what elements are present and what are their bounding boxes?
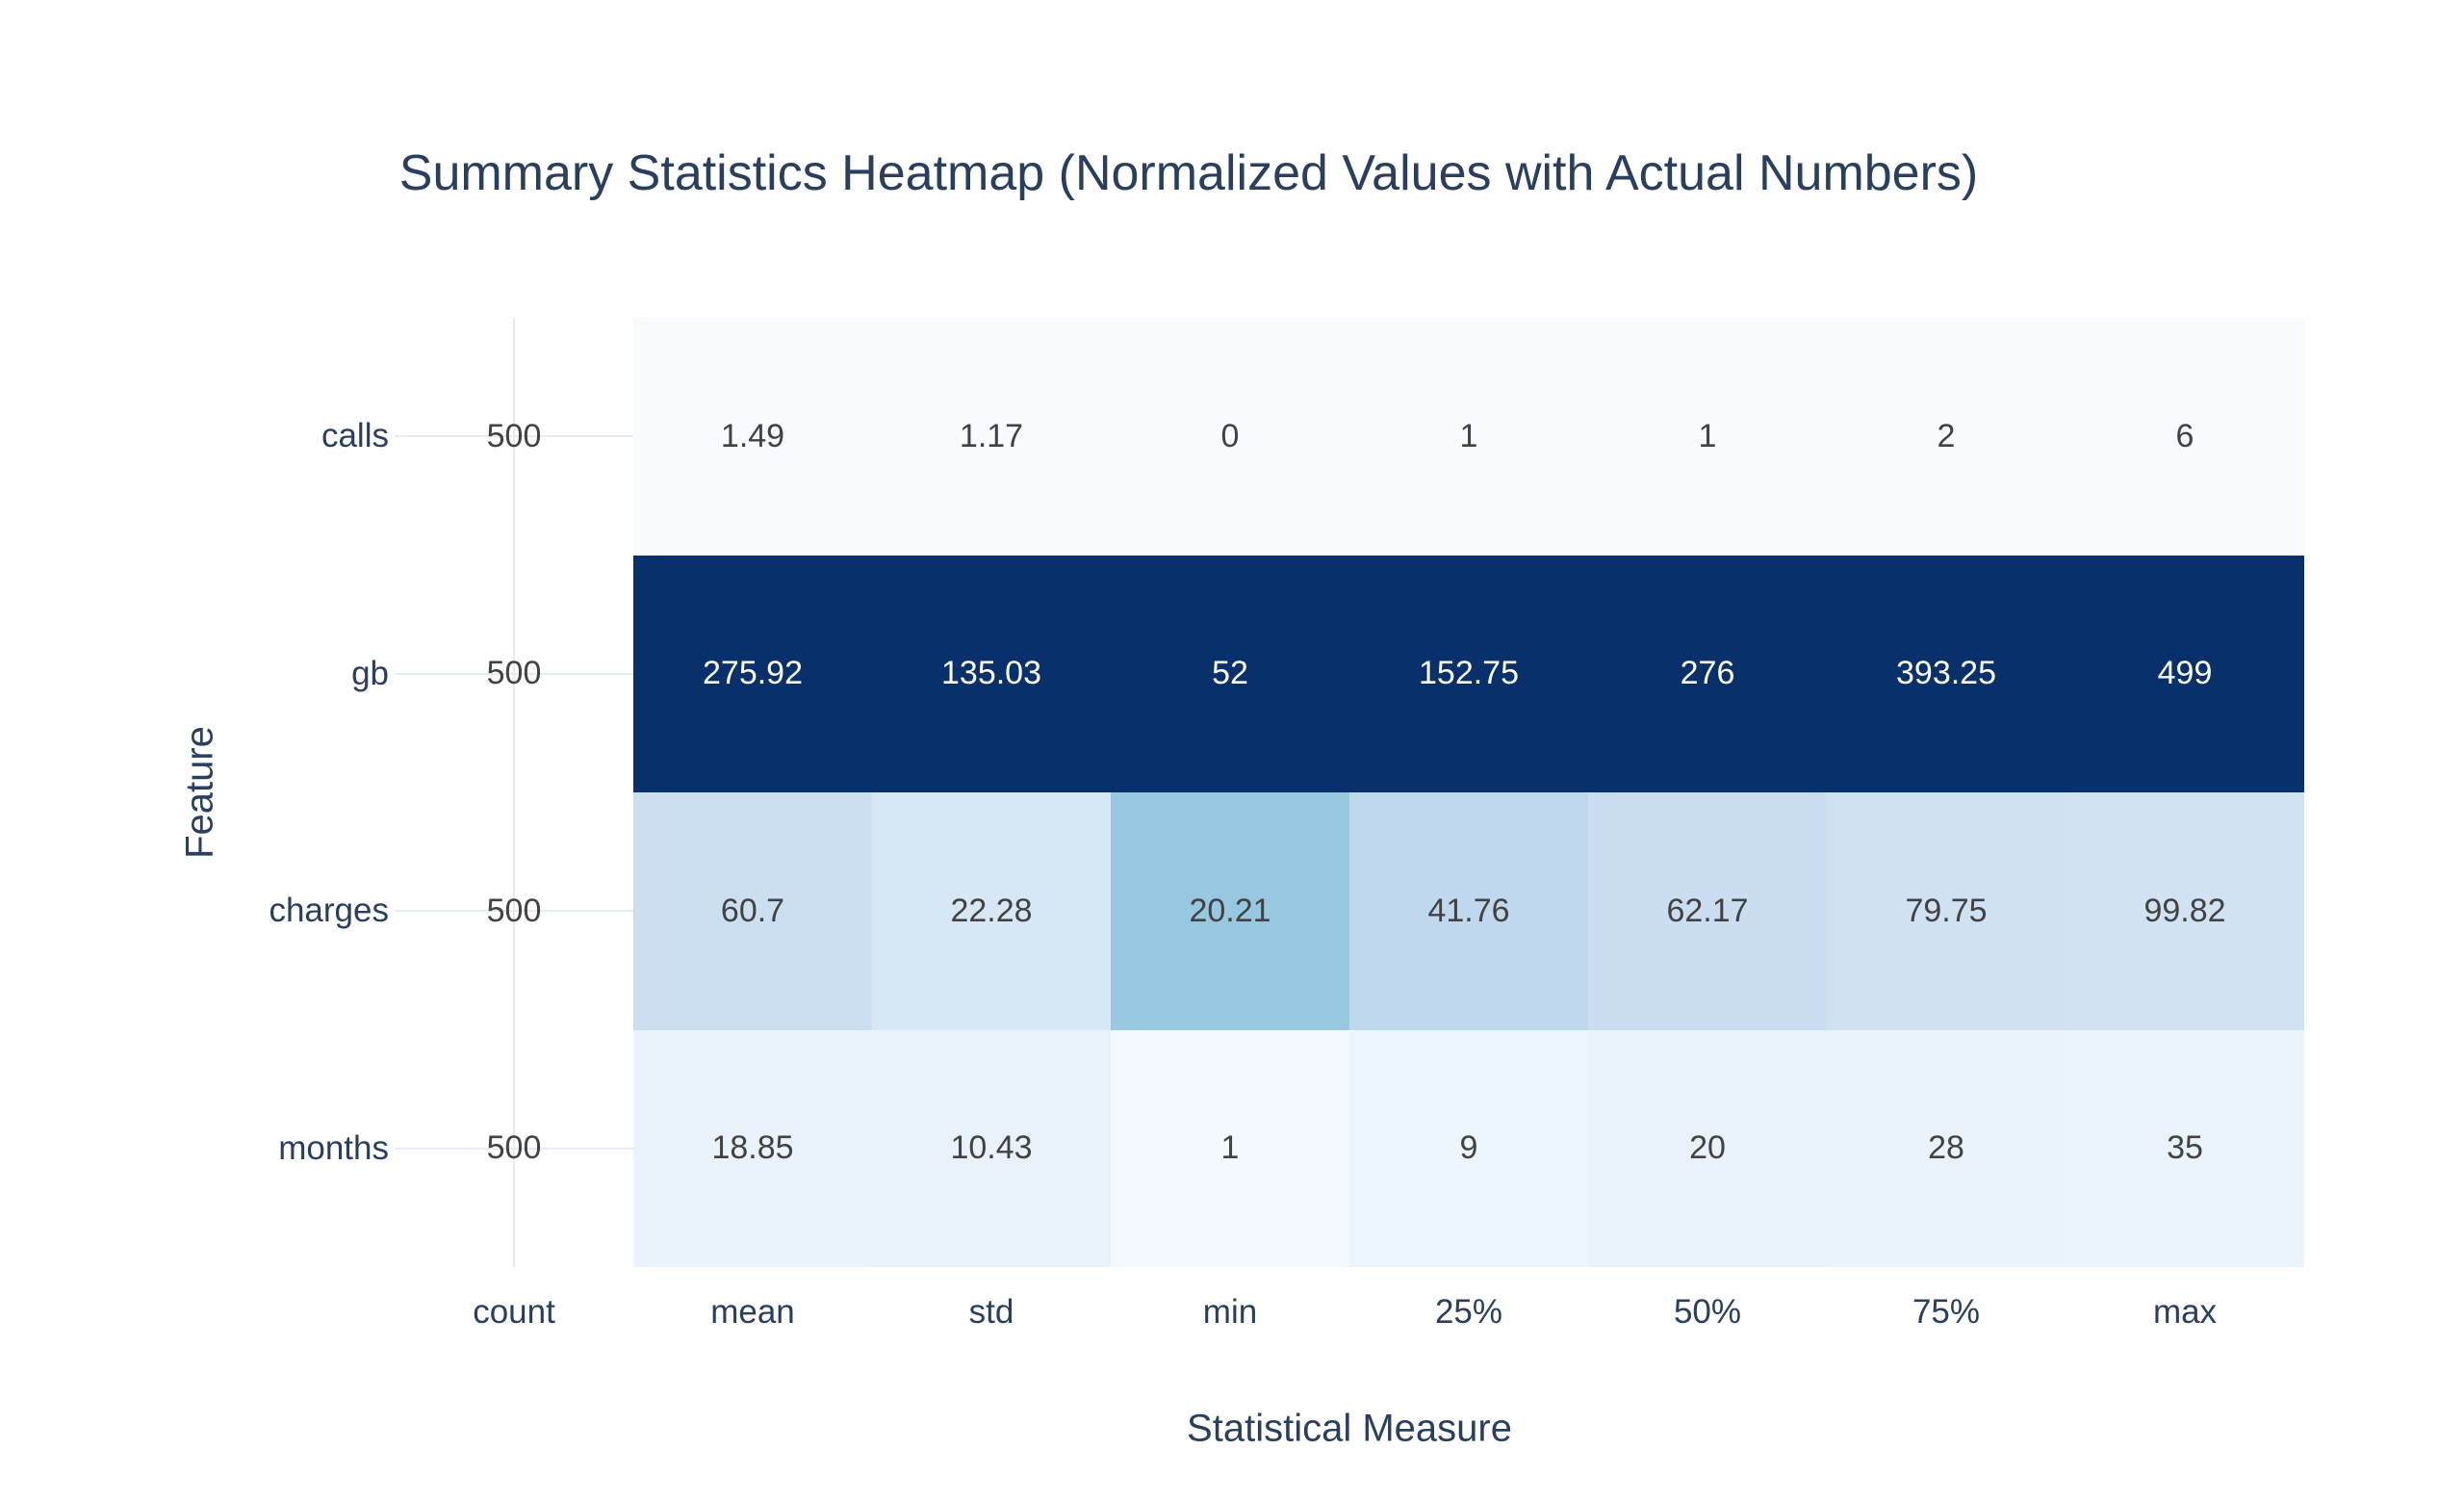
y-tick-label: charges bbox=[269, 892, 389, 930]
heatmap-cell[interactable]: 9 bbox=[1349, 1029, 1588, 1267]
heatmap-cell[interactable]: 60.7 bbox=[633, 792, 872, 1030]
x-tick-label: 75% bbox=[1912, 1293, 1981, 1331]
heatmap-cell[interactable]: 276 bbox=[1588, 555, 1827, 792]
heatmap-cell[interactable]: 393.25 bbox=[1827, 555, 2066, 792]
heatmap-cell[interactable]: 499 bbox=[2066, 555, 2304, 792]
chart-title: Summary Statistics Heatmap (Normalized V… bbox=[398, 145, 1979, 201]
heatmap-cell[interactable]: 35 bbox=[2066, 1029, 2304, 1267]
heatmap-cell[interactable]: 1 bbox=[1349, 318, 1588, 556]
heatmap-cell[interactable]: 500 bbox=[486, 892, 542, 929]
y-tick-label: months bbox=[278, 1128, 389, 1167]
x-tick-label: max bbox=[2152, 1293, 2218, 1331]
x-gridline bbox=[513, 318, 515, 1267]
heatmap-cell[interactable]: 79.75 bbox=[1827, 792, 2066, 1030]
heatmap-cell[interactable]: 99.82 bbox=[2066, 792, 2304, 1030]
x-tick-label: min bbox=[1202, 1293, 1258, 1331]
heatmap-cell[interactable]: 22.28 bbox=[872, 792, 1111, 1030]
plot-area[interactable]: 500 1.49 1.17 0 1 1 2 6 500 275.92 135.03 52 152.75 2… bbox=[395, 318, 2304, 1267]
heatmap-cell[interactable]: 6 bbox=[2066, 318, 2304, 556]
heatmap-cell[interactable]: 500 bbox=[486, 1129, 542, 1167]
heatmap-cell[interactable]: 152.75 bbox=[1349, 555, 1588, 792]
heatmap-cell[interactable]: 1 bbox=[1588, 318, 1827, 556]
heatmap-cell[interactable]: 275.92 bbox=[633, 555, 872, 792]
heatmap-cell[interactable]: 135.03 bbox=[872, 555, 1111, 792]
y-tick-label: calls bbox=[321, 417, 389, 455]
heatmap-cell[interactable]: 41.76 bbox=[1349, 792, 1588, 1030]
heatmap-cell[interactable]: 0 bbox=[1111, 318, 1349, 556]
x-tick-label: mean bbox=[710, 1293, 795, 1331]
heatmap-cell[interactable]: 2 bbox=[1827, 318, 2066, 556]
heatmap-cell[interactable]: 1.17 bbox=[872, 318, 1111, 556]
heatmap-cell[interactable]: 500 bbox=[486, 655, 542, 692]
heatmap-cell[interactable]: 28 bbox=[1827, 1029, 2066, 1267]
x-tick-label: count bbox=[473, 1293, 555, 1331]
heatmap-cell[interactable]: 62.17 bbox=[1588, 792, 1827, 1030]
x-axis-title: Statistical Measure bbox=[1187, 1407, 1512, 1450]
heatmap-cell[interactable]: 1 bbox=[1111, 1029, 1349, 1267]
heatmap-cell[interactable]: 1.49 bbox=[633, 318, 872, 556]
heatmap-cell[interactable]: 10.43 bbox=[872, 1029, 1111, 1267]
x-tick-label: 50% bbox=[1673, 1293, 1742, 1331]
x-tick-label: std bbox=[968, 1293, 1014, 1331]
heatmap-cell[interactable]: 18.85 bbox=[633, 1029, 872, 1267]
heatmap-cell[interactable]: 20 bbox=[1588, 1029, 1827, 1267]
heatmap-cell[interactable]: 500 bbox=[486, 417, 542, 454]
x-tick-label: 25% bbox=[1434, 1293, 1503, 1331]
heatmap-cell[interactable]: 52 bbox=[1111, 555, 1349, 792]
y-axis-title: Feature bbox=[178, 726, 221, 859]
y-tick-label: gb bbox=[351, 654, 389, 692]
heatmap-cell[interactable]: 20.21 bbox=[1111, 792, 1349, 1030]
